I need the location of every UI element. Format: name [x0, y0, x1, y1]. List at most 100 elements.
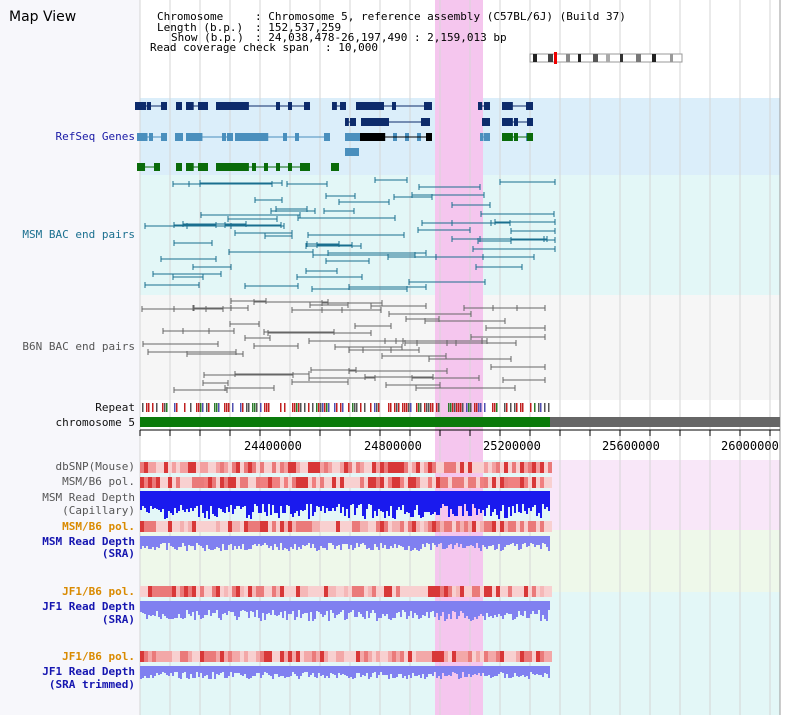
read-depth-bar [368, 491, 370, 504]
dbsnp-strip [464, 462, 468, 473]
dbsnp-strip [536, 462, 540, 473]
read-depth-bar [430, 491, 432, 515]
read-depth-bar [210, 491, 212, 506]
pol-strip [380, 477, 384, 488]
read-depth-bar [408, 666, 410, 675]
ideogram-band [606, 54, 610, 62]
refseq-exon [360, 133, 386, 141]
dbsnp-strip [204, 462, 208, 473]
pol-strip [208, 477, 212, 488]
pol-strip [488, 586, 492, 597]
read-depth-bar [546, 536, 548, 547]
pol-strip [192, 477, 196, 488]
dbsnp-strip [236, 462, 240, 473]
track-label-msm-read-depth-sra[interactable]: MSM Read Depth [42, 535, 135, 548]
read-depth-bar [508, 536, 510, 545]
read-depth-bar [274, 491, 276, 513]
read-depth-bar [502, 601, 504, 619]
track-label-chromosome[interactable]: chromosome 5 [55, 416, 135, 429]
track-label-jf1-b6-pol[interactable]: JF1/B6 pol. [62, 585, 135, 598]
read-depth-bar [288, 666, 290, 677]
pol-strip [532, 586, 536, 597]
repeat-element [232, 403, 234, 412]
repeat-element [496, 403, 498, 412]
repeat-element [394, 403, 396, 412]
read-depth-bar [168, 536, 170, 543]
read-depth-bar [236, 536, 238, 549]
pol-strip [324, 477, 328, 488]
read-depth-bar [342, 601, 344, 610]
track-label-jf1-read-depth-trimmed[interactable]: JF1 Read Depth [42, 665, 135, 678]
pol-strip [208, 521, 212, 532]
read-depth-bar [434, 536, 436, 545]
chromosome-bar [140, 417, 550, 427]
track-label-msm-b6-pol[interactable]: MSM/B6 pol. [62, 475, 135, 488]
read-depth-bar [296, 601, 298, 617]
read-depth-bar [152, 601, 154, 615]
pol-strip [400, 521, 404, 532]
dbsnp-strip [524, 462, 528, 473]
repeat-element [254, 403, 256, 412]
read-depth-bar [490, 536, 492, 546]
read-depth-bar [180, 491, 182, 505]
dbsnp-strip [272, 462, 276, 473]
track-label-repeat[interactable]: Repeat [95, 401, 135, 414]
pol-strip [284, 521, 288, 532]
pol-strip [168, 586, 172, 597]
pol-strip [288, 477, 292, 488]
pol-strip [476, 651, 480, 662]
read-depth-bar [510, 666, 512, 678]
read-depth-bar [184, 491, 186, 512]
repeat-element [396, 403, 398, 412]
read-depth-bar [494, 601, 496, 615]
pol-strip [432, 651, 436, 662]
read-depth-bar [382, 666, 384, 675]
read-depth-bar [488, 491, 490, 505]
read-depth-bar [544, 601, 546, 619]
dbsnp-strip [504, 462, 508, 473]
refseq-exon [288, 163, 292, 171]
read-depth-bar [546, 491, 548, 507]
read-depth-bar [350, 536, 352, 545]
track-label-jf1-read-depth-sra[interactable]: JF1 Read Depth [42, 600, 135, 613]
refseq-exon [186, 133, 203, 141]
repeat-element [364, 403, 366, 412]
repeat-element [312, 403, 314, 412]
read-depth-bar [536, 491, 538, 516]
pol-strip [376, 477, 380, 488]
read-depth-bar [500, 536, 502, 551]
pol-strip [200, 586, 204, 597]
chromosome-value: : Chromosome 5, reference assembly (C57B… [255, 10, 626, 23]
track-label-msm-read-depth-capillary[interactable]: MSM Read Depth [42, 491, 135, 504]
dbsnp-strip [496, 462, 500, 473]
read-depth-bar [298, 666, 300, 679]
read-depth-bar [480, 536, 482, 551]
repeat-element [460, 403, 462, 412]
dbsnp-strip [316, 462, 320, 473]
read-depth-bar [454, 601, 456, 612]
track-label-b6n-bac[interactable]: B6N BAC end pairs [22, 340, 135, 353]
read-depth-bar [218, 536, 220, 548]
read-depth-bar [202, 491, 204, 513]
read-depth-bar [352, 536, 354, 550]
pol-strip [224, 477, 228, 488]
track-label-msm-bac[interactable]: MSM BAC end pairs [22, 228, 135, 241]
pol-strip [204, 521, 208, 532]
read-depth-bar [504, 601, 506, 615]
track-label-msm-b6-pol-sra[interactable]: MSM/B6 pol. [62, 520, 135, 533]
read-depth-bar [338, 601, 340, 614]
read-depth-bar [200, 536, 202, 546]
read-depth-bar [234, 491, 236, 509]
read-depth-bar [504, 491, 506, 518]
pol-strip [292, 521, 296, 532]
read-depth-bar [226, 491, 228, 507]
track-label-refseq-genes[interactable]: RefSeq Genes [55, 130, 135, 143]
repeat-element [280, 403, 282, 412]
track-label-jf1-b6-pol-2[interactable]: JF1/B6 pol. [62, 650, 135, 663]
ideogram-band [578, 54, 581, 62]
dbsnp-strip [508, 462, 512, 473]
dbsnp-strip [212, 462, 216, 473]
read-depth-bar [186, 491, 188, 509]
track-label-dbsnp[interactable]: dbSNP(Mouse) [55, 460, 135, 473]
